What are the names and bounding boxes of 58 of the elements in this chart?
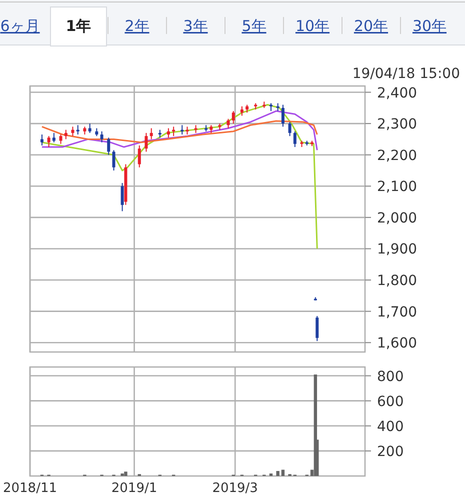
x-tick-label: 2019/1 [111,481,158,496]
candlestick [76,124,80,136]
y-tick-label: 600 [377,394,404,410]
y-tick-label: 2,400 [377,85,418,102]
y-tick-label: 2,000 [377,210,418,226]
y-tick-label: 1,700 [377,304,418,320]
text: 30年 [412,17,447,35]
bar [120,473,124,476]
x-tick-label: 2018/11 [2,481,58,496]
x-tick-label: 2019/3 [212,481,258,496]
candlestick [47,136,50,148]
candlestick [40,134,44,146]
text: 10年 [295,17,330,35]
line-series [41,110,318,151]
candlestick [64,129,68,140]
bar [281,470,285,476]
candlestick [138,144,141,168]
line-series [41,120,318,144]
y-tick-label: 2,200 [377,148,418,164]
candlestick [150,128,153,140]
candlestick [180,124,184,136]
y-tick-label: 800 [377,368,404,385]
candlestick [240,106,244,116]
text: 20年 [354,17,388,35]
candlestick [107,137,110,156]
y-tick-label: 400 [377,418,404,435]
bar [124,472,128,476]
candlestick [172,126,176,137]
line-series [41,104,318,250]
y-tick-label: 2,300 [377,116,418,133]
y-tick-label: 200 [377,444,404,460]
candlestick [100,130,104,143]
candlestick [166,128,170,138]
candlestick [59,134,62,144]
text: 6ヶ月 [0,17,40,35]
text: 5年 [242,17,266,35]
candlestick [52,132,56,143]
candlestick [144,132,148,152]
text: 1年 [66,17,92,35]
candlestick [288,121,292,137]
y-tick-label: 1,600 [377,336,418,352]
candlestick [316,316,319,342]
candlestick [71,126,74,137]
text: 3年 [183,17,208,35]
candlestick [112,150,116,171]
bar [269,473,273,476]
candlestick [120,182,124,212]
candlestick [226,118,230,129]
candlestick [293,130,296,148]
bar [276,470,280,476]
candlestick [232,110,235,124]
y-tick-label: 1,800 [377,273,418,290]
candlestick [88,123,92,134]
text: 2年 [124,17,150,35]
text: 19/04/18 15:00 [352,66,460,82]
y-tick-label: 2,100 [377,179,418,196]
candlestick [281,104,284,128]
y-tick-label: 1,900 [377,242,418,258]
